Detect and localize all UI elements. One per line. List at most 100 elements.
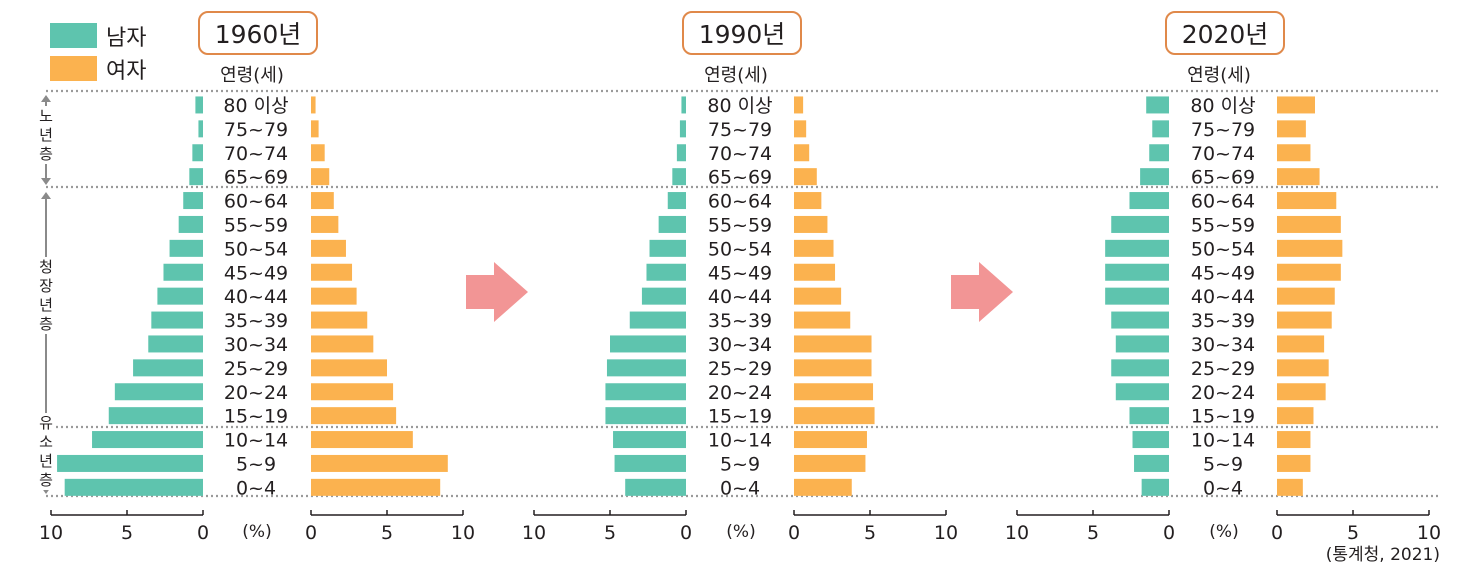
bar-female <box>794 144 810 162</box>
age-tick-label: 60~64 <box>708 191 772 213</box>
bar-female <box>311 287 357 305</box>
bar-male <box>1111 215 1169 233</box>
age-tick-label: 65~69 <box>708 167 772 189</box>
bar-female <box>311 168 330 186</box>
bar-male <box>1146 96 1169 114</box>
legend-male-swatch <box>50 23 97 48</box>
bar-female <box>311 359 387 377</box>
panel-title: 1990년 <box>699 20 786 49</box>
age-tick-label: 25~29 <box>1191 358 1255 380</box>
bar-male <box>649 239 686 257</box>
bar-female <box>311 478 441 496</box>
bar-male <box>1129 192 1169 210</box>
panel-title-box <box>198 11 318 55</box>
age-tick-label: 50~54 <box>224 238 288 260</box>
age-tick-label: 40~44 <box>224 286 288 308</box>
bar-male <box>610 335 686 353</box>
x-tick-label: 0 <box>788 522 800 544</box>
bar-male <box>57 454 203 472</box>
age-axis-label: 연령(세) <box>220 65 284 86</box>
bar-male <box>613 431 686 449</box>
age-tick-label: 65~69 <box>224 167 288 189</box>
age-tick-label: 60~64 <box>224 191 288 213</box>
bar-female <box>1277 168 1320 186</box>
bar-female <box>794 407 875 425</box>
bar-female <box>1277 478 1303 496</box>
bar-male <box>1141 478 1169 496</box>
percent-unit-label: (%) <box>242 522 271 542</box>
age-tick-label: 0~4 <box>1203 477 1243 499</box>
bar-female <box>1277 431 1311 449</box>
arrow-right-icon <box>466 262 528 322</box>
age-tick-label: 25~29 <box>224 358 288 380</box>
age-tick-label: 60~64 <box>1191 191 1255 213</box>
bar-female <box>794 383 874 401</box>
legend: 남자 여자 <box>50 23 146 84</box>
bar-female <box>794 454 866 472</box>
bars <box>57 96 1343 496</box>
bar-female <box>794 215 828 233</box>
bar-female <box>311 335 374 353</box>
percent-unit-label: (%) <box>1209 522 1238 542</box>
age-tick-label: 70~74 <box>1191 143 1255 165</box>
bar-female <box>311 120 319 138</box>
x-tick-label: 10 <box>934 522 958 544</box>
arrowhead-down-icon <box>41 178 51 185</box>
bar-male <box>1152 120 1169 138</box>
bar-male <box>1140 168 1169 186</box>
age-tick-label: 15~19 <box>1191 406 1255 428</box>
age-group-axis: 노 년 층청 장 년 층유 소 년 층 <box>38 95 54 494</box>
age-tick-label: 65~69 <box>1191 167 1255 189</box>
x-tick-label: 5 <box>381 522 393 544</box>
age-tick-label: 50~54 <box>708 238 772 260</box>
bar-female <box>794 120 807 138</box>
age-tick-label: 10~14 <box>708 430 772 452</box>
bar-male <box>681 96 686 114</box>
x-tick-label: 10 <box>39 522 63 544</box>
age-tick-label: 35~39 <box>224 310 288 332</box>
age-tick-label: 70~74 <box>224 143 288 165</box>
age-tick-label: 25~29 <box>708 358 772 380</box>
grid-lines <box>46 89 1438 498</box>
bar-male <box>1134 454 1169 472</box>
percent-unit-label: (%) <box>726 522 755 542</box>
x-tick-label: 5 <box>864 522 876 544</box>
bar-male <box>625 478 686 496</box>
bar-female <box>794 335 872 353</box>
bar-male <box>1111 359 1169 377</box>
bar-female <box>794 96 804 114</box>
bar-female <box>1277 120 1306 138</box>
arrowhead-up-icon <box>41 95 51 102</box>
bar-female <box>794 311 851 329</box>
age-tick-label: 20~24 <box>224 382 288 404</box>
age-tick-label: 75~79 <box>224 119 288 141</box>
arrow-right-icon <box>951 262 1013 322</box>
age-tick-label: 35~39 <box>708 310 772 332</box>
bar-female <box>794 431 867 449</box>
panel-title: 1960년 <box>215 20 302 49</box>
arrowhead-up-icon <box>41 192 51 199</box>
age-tick-label: 15~19 <box>224 406 288 428</box>
bar-male <box>1129 407 1169 425</box>
bar-male <box>169 239 203 257</box>
age-tick-label: 20~24 <box>1191 382 1255 404</box>
age-tick-label: 75~79 <box>1191 119 1255 141</box>
panel-title-box <box>1165 11 1285 55</box>
bar-male <box>133 359 203 377</box>
bar-male <box>1105 287 1169 305</box>
bar-female <box>311 96 316 114</box>
age-tick-label: 35~39 <box>1191 310 1255 332</box>
bar-female <box>311 431 413 449</box>
bar-male <box>658 215 686 233</box>
x-tick-label: 10 <box>1417 522 1441 544</box>
bar-female <box>794 192 822 210</box>
bar-male <box>676 144 686 162</box>
bar-male <box>178 215 203 233</box>
x-tick-label: 0 <box>680 522 692 544</box>
bar-female <box>311 263 353 281</box>
bar-male <box>646 263 686 281</box>
bar-male <box>183 192 203 210</box>
